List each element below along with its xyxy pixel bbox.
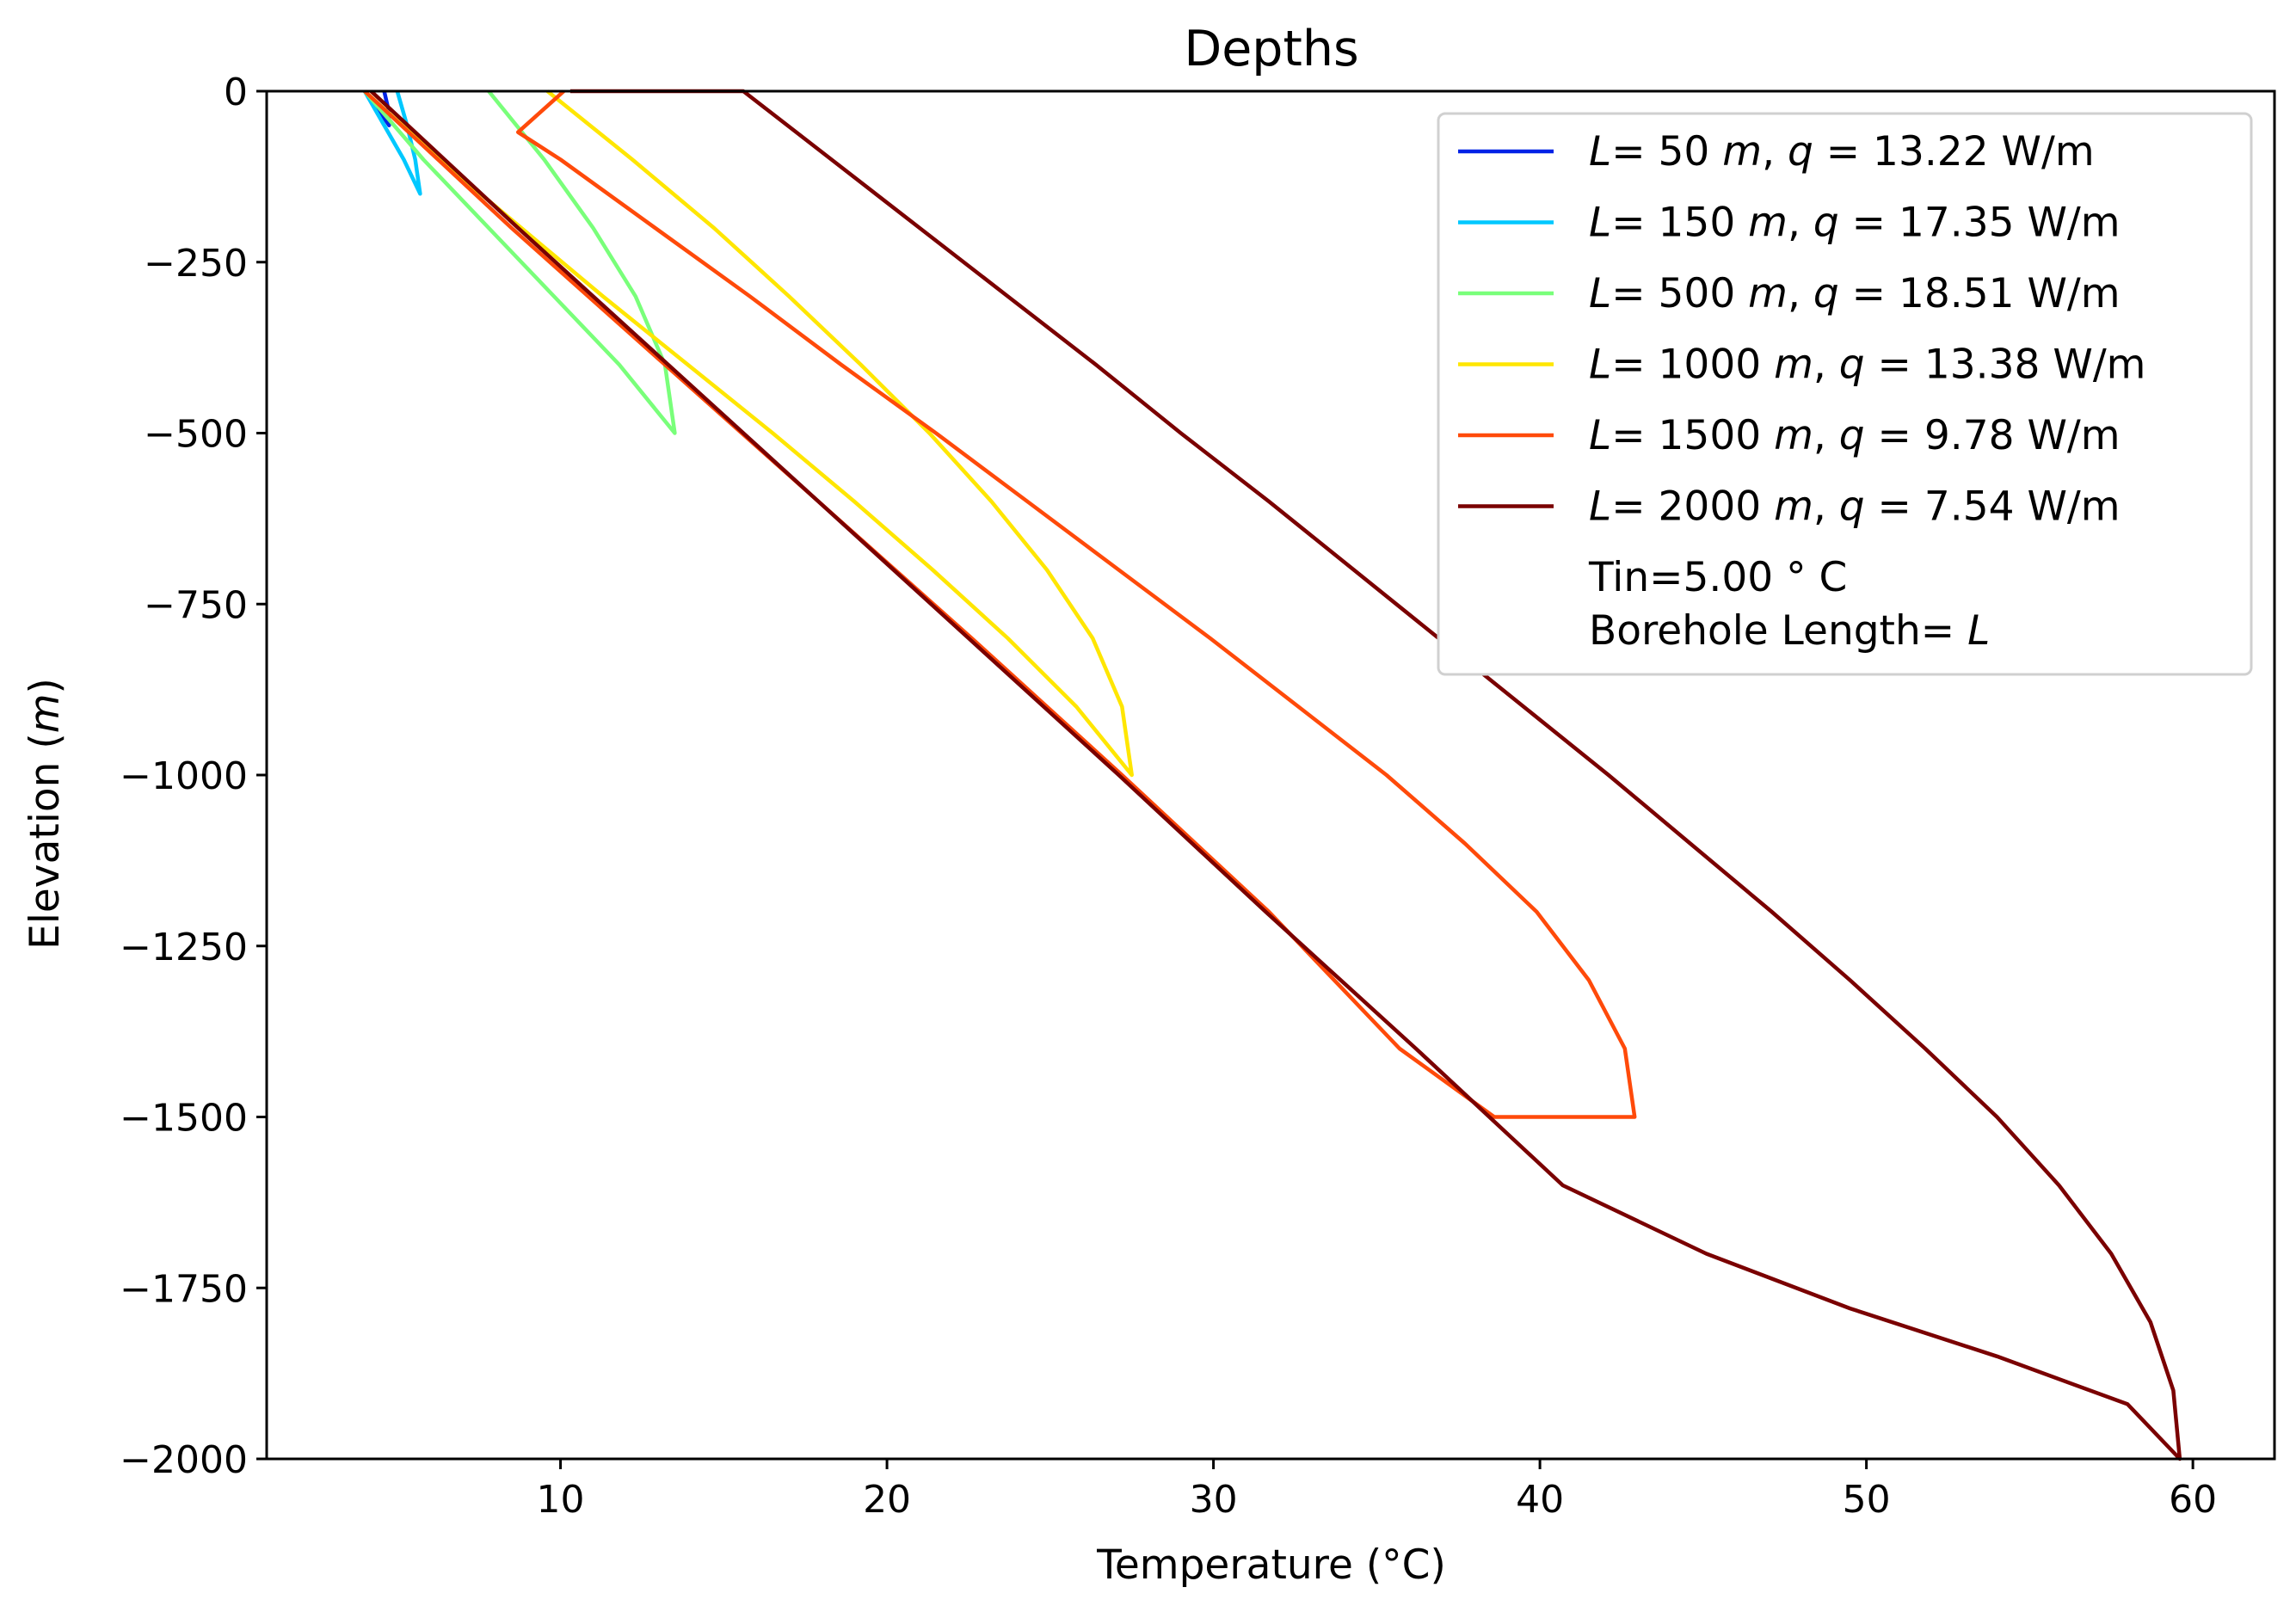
series-line-2000 <box>369 89 2182 1461</box>
y-tick-label: −750 <box>144 583 248 627</box>
y-axis-title-unit: m <box>22 693 69 733</box>
series-line-1000 <box>363 89 1134 778</box>
y-tick-label: −1500 <box>120 1097 248 1141</box>
y-tick-label: −1000 <box>120 754 248 798</box>
y-tick-label: −250 <box>144 242 248 286</box>
legend: L= 50 m, q = 13.22 W/m L= 150 m, q = 17.3… <box>1437 112 2253 676</box>
x-axis: 10 20 30 40 50 60 <box>537 1459 2217 1522</box>
legend-label-50: L= 50 m, q = 13.22 W/m <box>1589 128 2095 175</box>
y-tick-label: −500 <box>144 413 248 457</box>
legend-borehole-note: Borehole Length= L <box>1589 607 1990 655</box>
x-tick-label: 60 <box>2169 1478 2217 1522</box>
x-axis-title: Temperature (°C) <box>1096 1541 1446 1589</box>
y-axis: 0 −250 −500 −750 −1000 −1250 −1500 −1750 −2000 <box>120 71 267 1482</box>
series-line-1500 <box>363 89 1637 1119</box>
legend-label-2000: L= 2000 m, q = 7.54 W/m <box>1589 483 2121 531</box>
y-tick-label: −1750 <box>120 1267 248 1311</box>
legend-label-1500: L= 1500 m, q = 9.78 W/m <box>1589 412 2121 459</box>
series-line-500 <box>363 89 677 435</box>
y-axis-title-suffix: ) <box>22 678 69 693</box>
x-tick-label: 40 <box>1516 1478 1564 1522</box>
x-tick-label: 10 <box>537 1478 585 1522</box>
x-tick-label: 30 <box>1190 1478 1238 1522</box>
y-axis-title: Elevation (m) <box>22 678 69 950</box>
legend-note: Tin=5.00 ° C <box>1588 554 1847 601</box>
chart-title: Depths <box>1184 21 1358 77</box>
plot-lines <box>362 89 2182 1461</box>
y-axis-title-prefix: Elevation ( <box>22 733 69 950</box>
x-tick-label: 50 <box>1843 1478 1891 1522</box>
legend-box <box>1437 112 2253 676</box>
y-tick-label: −1250 <box>120 926 248 969</box>
x-tick-label: 20 <box>863 1478 911 1522</box>
series-line-150 <box>362 89 422 196</box>
legend-label-500: L= 500 m, q = 18.51 W/m <box>1589 270 2121 317</box>
legend-label-150: L= 150 m, q = 17.35 W/m <box>1589 200 2121 247</box>
y-tick-label: −2000 <box>120 1438 248 1482</box>
y-tick-label: 0 <box>224 71 248 114</box>
legend-label-1000: L= 1000 m, q = 13.38 W/m <box>1589 341 2145 389</box>
